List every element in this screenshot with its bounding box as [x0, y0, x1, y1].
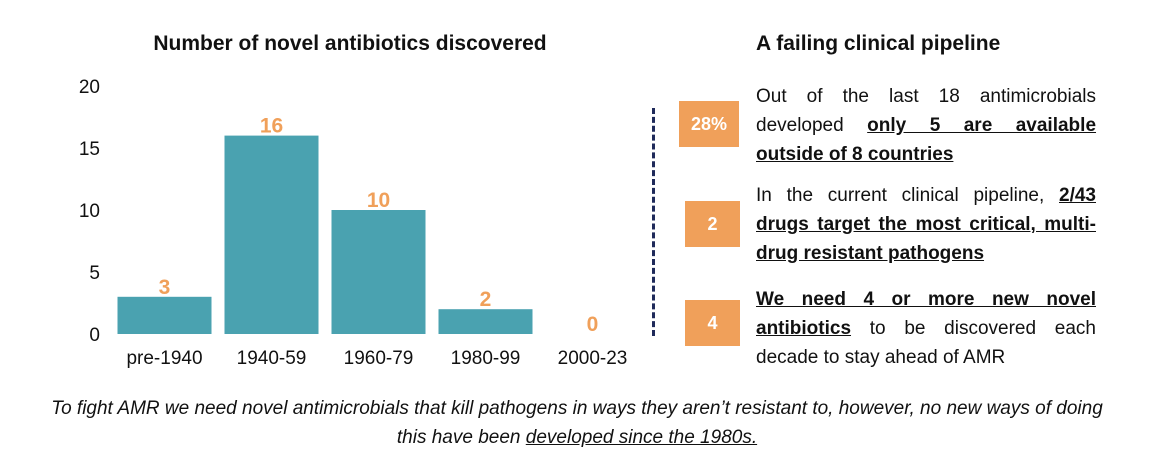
bar-value-label: 0 [587, 313, 599, 336]
bar [117, 296, 212, 334]
bar [224, 135, 319, 334]
stat-text-emphasis: 2/43 drugs target the most critical, mul… [756, 185, 1096, 264]
bar [438, 309, 533, 334]
bar-chart: 0 5 10 15 20 3 pre-1940 16 1940-59 10 1960-79 2 1980… [79, 77, 628, 369]
stat-text-pre: In the current clinical pipeline, [756, 185, 1060, 206]
bar [331, 210, 426, 334]
x-tick-label: 1940-59 [237, 348, 307, 369]
y-tick-label: 0 [89, 325, 100, 346]
bar-value-label: 16 [260, 115, 283, 138]
x-tick-label: 1960-79 [344, 348, 414, 369]
stat-text-need: We need 4 or more new novel antibiotics … [756, 285, 1096, 372]
stat-badge-need: 4 [685, 300, 740, 346]
stat-text-post: to be discovered each decade to stay ahe… [756, 318, 1096, 368]
stat-badge-percent: 28% [679, 101, 739, 147]
y-tick-label: 15 [79, 139, 100, 160]
stat-text-emphasis: We need 4 or more new novel antibiotics [756, 289, 1096, 339]
stat-text-pipeline: In the current clinical pipeline, 2/43 d… [756, 181, 1096, 268]
footer-note: To fight AMR we need novel antimicrobial… [40, 394, 1114, 452]
x-tick-label: pre-1940 [126, 348, 202, 369]
y-tick-label: 10 [79, 201, 100, 222]
bar-value-label: 3 [159, 276, 171, 299]
section-divider [652, 108, 655, 336]
y-tick-label: 5 [89, 263, 100, 284]
bar-value-label: 2 [480, 288, 492, 311]
panel-title: A failing clinical pipeline [756, 32, 1001, 55]
footer-emphasis: developed since the 1980s. [525, 427, 758, 448]
x-tick-label: 1980-99 [451, 348, 521, 369]
bar-value-label: 10 [367, 189, 390, 212]
x-tick-label: 2000-23 [558, 348, 628, 369]
stat-text-pre: Out of the last 18 antimicrobials develo… [756, 86, 1096, 136]
chart-title: Number of novel antibiotics discovered [153, 32, 547, 55]
stat-badge-pipeline: 2 [685, 201, 740, 247]
stat-text-availability: Out of the last 18 antimicrobials develo… [756, 82, 1096, 169]
y-tick-label: 20 [79, 77, 100, 98]
stat-text-emphasis: only 5 are available outside of 8 countr… [756, 115, 1097, 165]
footer-text: To fight AMR we need novel antimicrobial… [51, 398, 1103, 448]
